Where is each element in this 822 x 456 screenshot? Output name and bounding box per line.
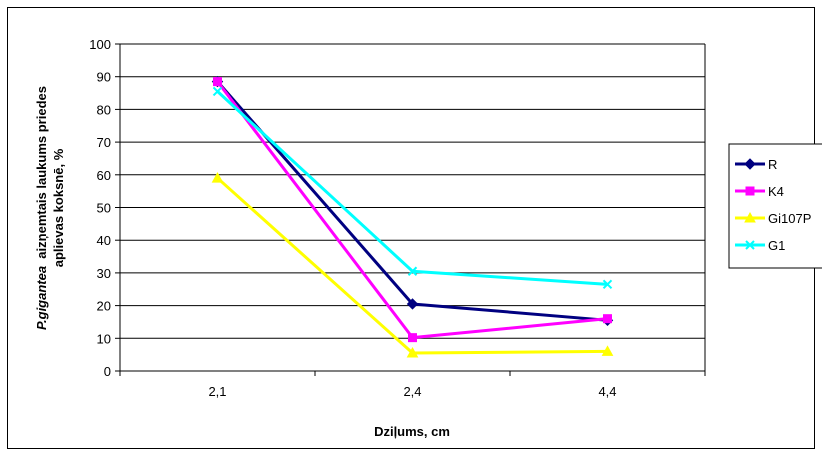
y-tick-label-70: 70 [97,135,111,150]
y-tick-label-100: 100 [89,37,111,52]
axes [115,43,706,376]
point-g1-0-b [212,86,223,97]
legend-marker-g1 [745,240,755,250]
point-gi107p-2 [601,345,614,356]
y-tick-label-40: 40 [97,233,111,248]
point-k4-0 [213,77,222,87]
x-tick-labels: 2,1 2,4 4,4 [208,384,616,399]
legend: R K4 Gi107P G1 [735,157,811,253]
y-tick-label-90: 90 [97,70,111,85]
x-tick-label-2: 4,4 [598,384,616,399]
y-tick-label-10: 10 [97,331,111,346]
y-tick-label-20: 20 [97,299,111,314]
y-tick-label-50: 50 [97,201,111,216]
point-gi107p-1 [406,346,419,358]
point-g1-1-b [407,266,418,276]
y-tick-label-80: 80 [97,102,111,117]
legend-marker-gi107p [744,211,756,223]
y-tick-label-30: 30 [97,266,111,281]
point-g1-2-b [602,279,613,290]
svg-text:P.gigantea aizņemtais laukums: P.gigantea aizņemtais laukums priedes [34,86,49,330]
legend-label-r: R [768,157,777,172]
point-k4-2 [603,314,612,324]
x-axis-label: Dziļums, cm [374,424,450,439]
y-tick-label-60: 60 [97,168,111,183]
x-tick-label-0: 2,1 [208,384,226,399]
y-axis-label-species: P.gigantea [34,266,49,330]
legend-label-k4: K4 [768,184,784,199]
legend-marker-g1-b [745,240,755,250]
legend-label-g1: G1 [768,238,785,253]
point-gi107p-0 [211,172,224,183]
legend-marker-r [744,158,756,170]
y-axis-label-line2: aplievas koksnē, % [51,148,66,267]
legend-label-gi107p: Gi107P [768,211,811,226]
y-tick-label-0: 0 [104,364,111,379]
legend-marker-k4 [745,186,755,196]
x-tick-label-1: 2,4 [403,384,421,399]
point-k4-1 [408,333,417,343]
y-axis-label: P.gigantea aizņemtais laukums priedes ap… [34,86,66,330]
point-g1-2 [602,279,613,290]
point-g1-0 [212,86,223,97]
point-r-1 [406,298,419,310]
y-axis-label-text: aizņemtais laukums priedes [34,86,49,266]
point-g1-1 [407,266,418,276]
series-lines [211,75,614,358]
y-tick-labels: 0 10 20 30 40 50 60 70 80 90 100 [89,37,111,379]
